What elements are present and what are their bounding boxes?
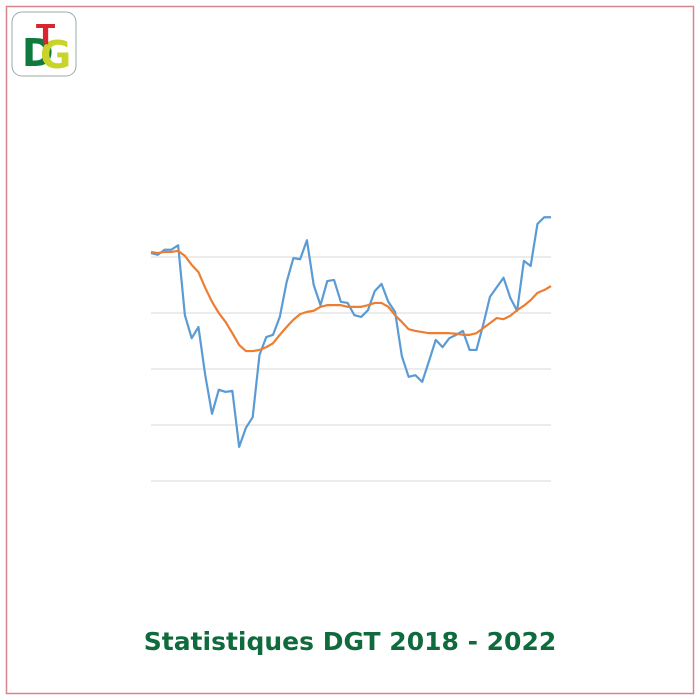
logo-letter: T [36,18,55,51]
chart-title: Statistiques DGT 2018 - 2022 [144,627,557,656]
series-line [150,249,552,353]
logo-letter: G [40,33,71,77]
logo: D G T [11,11,77,77]
logo-letter: D [22,31,54,75]
logo-box [11,11,77,77]
frame [5,5,695,695]
plot [150,216,552,482]
series-line [150,216,551,448]
